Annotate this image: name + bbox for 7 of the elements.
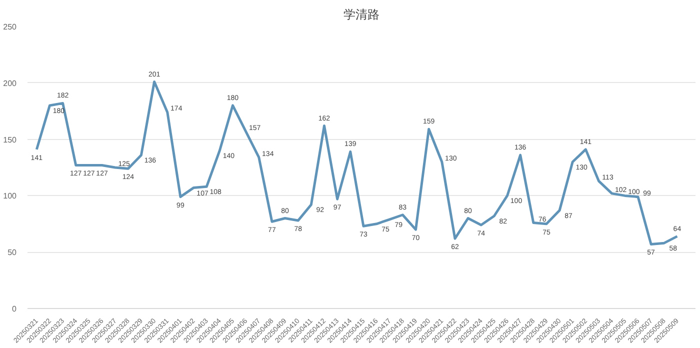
y-tick-label: 150	[3, 135, 18, 144]
y-tick-label: 0	[12, 304, 18, 314]
y-tick-label: 50	[8, 248, 18, 258]
chart-title: 学清路	[344, 8, 380, 22]
y-tick-label: 250	[3, 22, 18, 32]
y-tick-label: 100	[3, 192, 18, 201]
y-tick-label: 200	[3, 78, 18, 88]
